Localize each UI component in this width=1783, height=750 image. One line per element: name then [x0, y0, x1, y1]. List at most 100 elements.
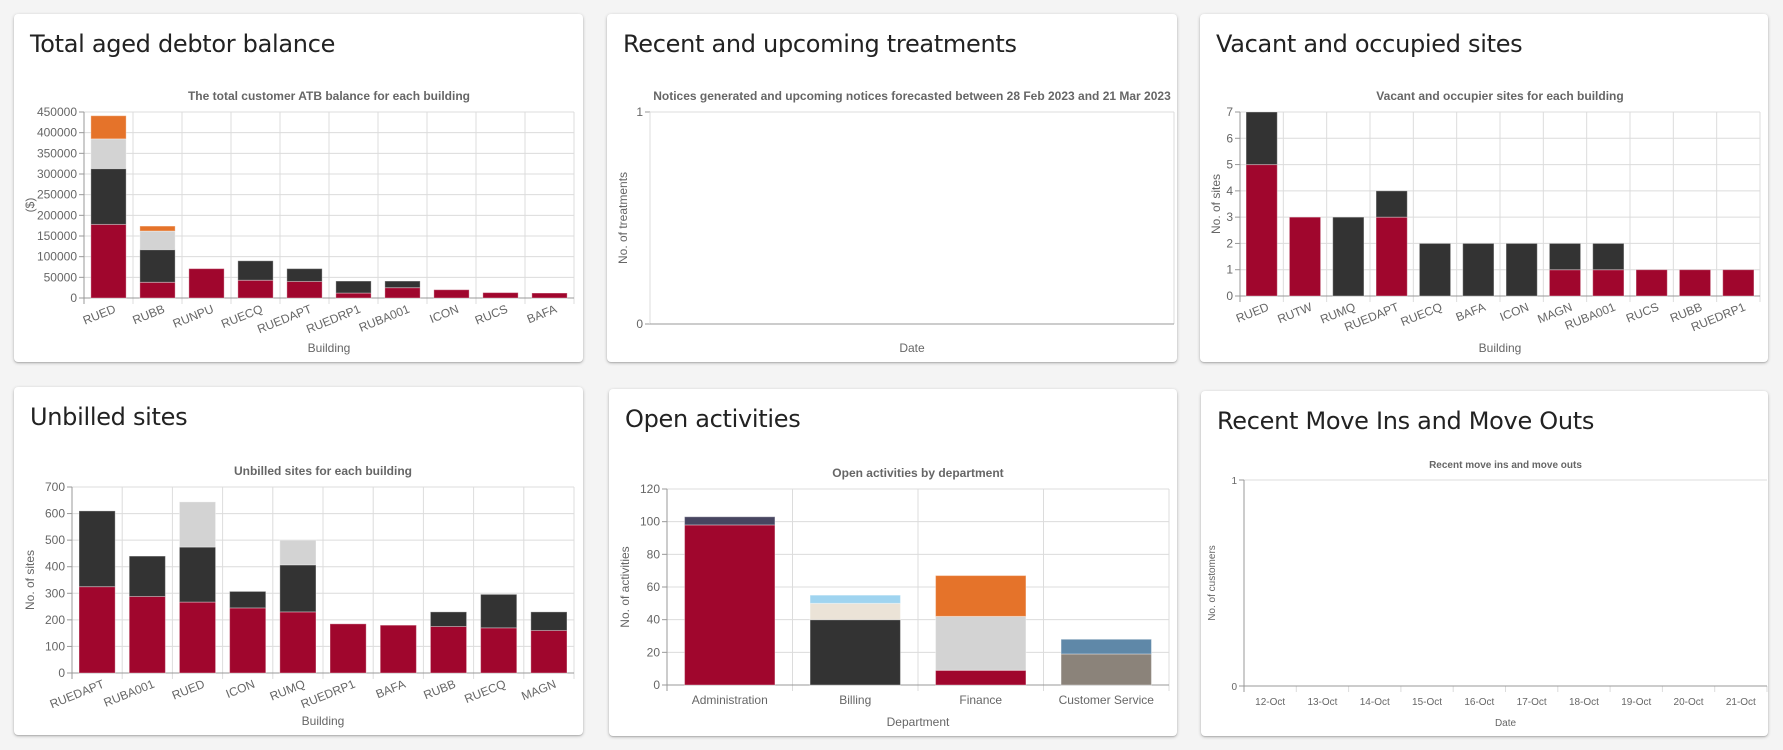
- y-tick-label: 700: [45, 480, 65, 494]
- x-tick-label: 14-Oct: [1360, 697, 1390, 708]
- bar-segment-rutw[interactable]: [1288, 216, 1322, 297]
- bar-segment-ruedapt[interactable]: [286, 280, 323, 299]
- bar-segment-ruecq[interactable]: [480, 593, 518, 629]
- x-axis-label: Building: [1479, 341, 1522, 355]
- bar-segment-rubb[interactable]: [139, 225, 176, 232]
- x-tick-label: RUECQ: [1399, 300, 1444, 329]
- bar-segment-rued[interactable]: [90, 115, 127, 140]
- x-tick-label: 17-Oct: [1517, 697, 1547, 708]
- bar-segment-rubb[interactable]: [139, 249, 176, 283]
- card-title: Recent and upcoming treatments: [623, 30, 1017, 58]
- bar-segment-rued[interactable]: [178, 501, 217, 548]
- bar-segment-ruba001[interactable]: [384, 287, 421, 299]
- bar-segment-billing[interactable]: [809, 594, 901, 604]
- y-tick-label: 4: [1226, 184, 1233, 198]
- chart-title: Unbilled sites for each building: [234, 464, 412, 478]
- chart-title: Notices generated and upcoming notices f…: [653, 89, 1171, 103]
- y-tick-label: 2: [1226, 236, 1233, 250]
- bar-segment-rubb[interactable]: [429, 611, 468, 627]
- bar-segment-rued[interactable]: [90, 223, 127, 299]
- bar-segment-ruedrp1[interactable]: [1722, 269, 1755, 297]
- bar-segment-bafa[interactable]: [531, 292, 568, 299]
- bar-segment-customer-service[interactable]: [1060, 653, 1152, 686]
- x-tick-label: ICON: [224, 677, 257, 701]
- x-tick-label: Finance: [959, 693, 1002, 707]
- card-title: Unbilled sites: [30, 403, 188, 431]
- bar-segment-rumq[interactable]: [1332, 216, 1365, 297]
- bar-segment-ruba001[interactable]: [1592, 269, 1625, 297]
- y-tick-label: 400000: [37, 126, 77, 140]
- y-axis-label: No. of treatments: [616, 172, 630, 264]
- y-tick-label: 200000: [37, 208, 77, 222]
- bar-segment-ruba001[interactable]: [1592, 242, 1625, 271]
- bar-segment-rumq[interactable]: [279, 539, 317, 566]
- bar-segment-bafa[interactable]: [1462, 242, 1495, 297]
- bar-segment-rubb[interactable]: [139, 230, 176, 251]
- bar-segment-customer-service[interactable]: [1060, 638, 1152, 655]
- bar-segment-administration[interactable]: [684, 524, 776, 686]
- x-tick-label: RUCS: [473, 302, 510, 328]
- bar-segment-icon[interactable]: [433, 289, 470, 299]
- bar-segment-runpu[interactable]: [188, 268, 225, 299]
- bar-segment-ruedrp1[interactable]: [329, 623, 367, 674]
- x-axis-label: Department: [887, 715, 950, 729]
- y-tick-label: 6: [1226, 131, 1233, 145]
- bar-segment-rued[interactable]: [178, 546, 217, 603]
- bar-segment-finance[interactable]: [935, 615, 1027, 671]
- y-tick-label: 450000: [37, 105, 77, 119]
- bar-segment-icon[interactable]: [229, 590, 267, 609]
- bar-segment-ruedrp1[interactable]: [335, 280, 372, 294]
- y-tick-label: 300: [45, 586, 65, 600]
- bar-segment-ruedrp1[interactable]: [335, 292, 372, 299]
- bar-segment-ruedapt[interactable]: [1375, 190, 1408, 218]
- bar-segment-ruecq[interactable]: [480, 627, 518, 674]
- x-tick-label: 18-Oct: [1569, 697, 1599, 708]
- y-tick-label: 50000: [44, 270, 78, 284]
- bar-segment-rued[interactable]: [90, 168, 127, 225]
- x-tick-label: RUEDAPT: [48, 677, 107, 712]
- bar-segment-magn[interactable]: [1548, 269, 1582, 297]
- bar-segment-ruecq[interactable]: [1418, 242, 1452, 297]
- bar-segment-ruba001[interactable]: [384, 280, 421, 289]
- bar-segment-rucs[interactable]: [1635, 269, 1668, 297]
- bar-segment-icon[interactable]: [229, 607, 267, 674]
- bar-segment-rucs[interactable]: [482, 292, 519, 299]
- x-axis-label: Building: [302, 714, 345, 728]
- bar-segment-magn[interactable]: [530, 629, 568, 674]
- bar-segment-rubb[interactable]: [1678, 269, 1712, 297]
- bar-segment-icon[interactable]: [1505, 242, 1538, 297]
- bar-segment-finance[interactable]: [935, 669, 1027, 686]
- bar-segment-rubb[interactable]: [429, 626, 468, 674]
- chart-aged-debtor-balance: The total customer ATB balance for each …: [23, 89, 575, 355]
- y-tick-label: 1: [636, 105, 643, 119]
- x-axis-label: Building: [308, 341, 351, 355]
- bar-segment-rued[interactable]: [1245, 111, 1278, 166]
- bar-segment-administration[interactable]: [684, 516, 776, 526]
- bar-segment-ruba001[interactable]: [128, 555, 166, 597]
- bar-segment-ruecq[interactable]: [237, 260, 274, 281]
- bar-segment-billing[interactable]: [809, 619, 901, 686]
- x-tick-label: RUEDRP1: [304, 302, 363, 337]
- bar-segment-ruedapt[interactable]: [1375, 216, 1408, 297]
- bar-segment-ruedapt[interactable]: [78, 510, 116, 588]
- bar-segment-ruba001[interactable]: [128, 595, 166, 674]
- y-tick-label: 500: [45, 533, 65, 547]
- y-tick-label: 100: [640, 515, 660, 529]
- bar-segment-billing[interactable]: [809, 602, 901, 621]
- bar-segment-rued[interactable]: [1245, 164, 1278, 297]
- x-tick-label: RUEDAPT: [255, 302, 314, 337]
- bar-segment-finance[interactable]: [935, 575, 1027, 617]
- bar-segment-rumq[interactable]: [279, 564, 317, 613]
- x-tick-label: RUBA001: [357, 302, 412, 335]
- bar-segment-rued[interactable]: [90, 138, 127, 170]
- x-tick-label: Billing: [839, 693, 871, 707]
- bar-segment-magn[interactable]: [530, 611, 568, 631]
- bar-segment-rued[interactable]: [178, 601, 217, 674]
- bar-segment-ruedapt[interactable]: [286, 268, 323, 282]
- bar-segment-ruedapt[interactable]: [78, 586, 116, 674]
- bar-segment-magn[interactable]: [1548, 242, 1582, 271]
- bar-segment-rubb[interactable]: [139, 281, 176, 299]
- bar-segment-ruecq[interactable]: [237, 279, 274, 299]
- bar-segment-rumq[interactable]: [279, 611, 317, 674]
- bar-segment-bafa[interactable]: [379, 624, 417, 674]
